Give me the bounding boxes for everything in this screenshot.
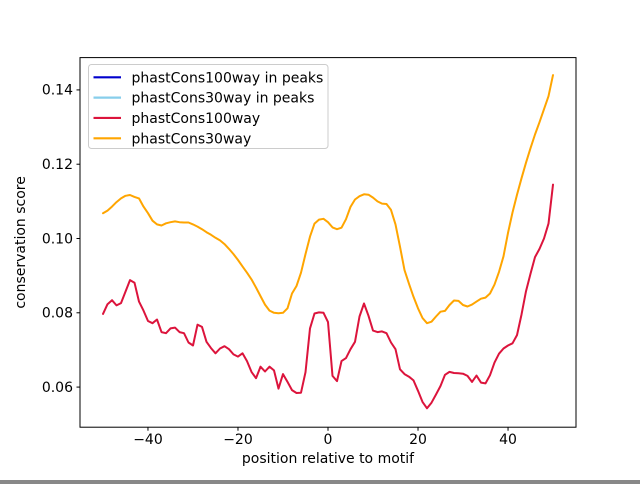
legend-label: phastCons30way in peaks [132,91,315,107]
legend: phastCons100way in peaks phastCons30way i… [88,64,329,149]
x-tick-label: 0 [324,432,333,448]
legend-box [88,64,329,149]
x-tick-label: −20 [223,432,253,448]
y-tick-label: 0.08 [42,306,73,322]
x-tick-label: 20 [409,432,427,448]
series-line-phastCons30way [102,74,554,325]
y-tick-label: 0.12 [42,157,73,173]
series-line-phastCons100way [102,183,554,410]
legend-label: phastCons100way [132,111,261,127]
y-tick-label: 0.10 [42,231,73,247]
legend-label: phastCons30way [132,131,252,147]
axis-ticks-layer: −40 −20 0 20 40 0.06 0.08 0.10 0.12 0.14 [42,83,517,448]
y-tick-label: 0.14 [42,83,73,99]
x-tick-label: 40 [499,432,517,448]
x-axis-label: position relative to motif [242,451,415,467]
y-tick-label: 0.06 [42,380,73,396]
plot-series-layer [102,74,554,410]
x-tick-label: −40 [133,432,163,448]
y-axis-label: conservation score [13,176,29,309]
legend-label: phastCons100way in peaks [132,70,324,86]
